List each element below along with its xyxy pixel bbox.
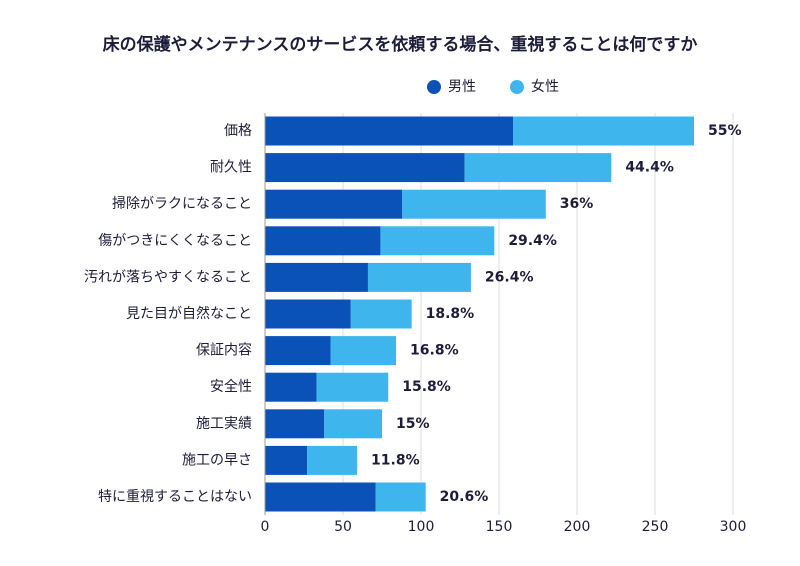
legend-label: 女性 — [531, 78, 559, 95]
y-tick-label: 安全性 — [210, 378, 252, 395]
total-label: 11.8% — [371, 452, 420, 468]
y-tick-label: 価格 — [224, 123, 252, 139]
bar-segment — [265, 189, 403, 219]
total-label: 29.4% — [508, 233, 557, 249]
bar-segment — [265, 226, 381, 256]
chart-title: 床の保護やメンテナンスのサービスを依頼する場合、重視することは何ですか — [103, 34, 698, 55]
total-label: 55% — [708, 123, 742, 139]
bar-segment — [265, 409, 325, 439]
x-tick-label: 50 — [334, 519, 352, 535]
bar-segment — [464, 153, 612, 183]
bar-segment — [324, 409, 382, 439]
y-tick-label: 施工の早さ — [182, 452, 252, 468]
total-label: 36% — [560, 196, 594, 212]
x-tick-label: 0 — [261, 519, 270, 535]
legend-marker — [510, 80, 524, 94]
x-tick-label: 200 — [564, 519, 591, 535]
y-tick-label: 掃除がラクになること — [112, 195, 252, 212]
total-label: 15.8% — [402, 379, 451, 395]
bar-segment — [265, 153, 465, 183]
y-tick-label: 見た目が自然なこと — [126, 305, 252, 322]
bar-segment — [265, 482, 376, 512]
x-tick-label: 250 — [642, 519, 669, 535]
bar-segment — [265, 116, 514, 146]
total-label: 26.4% — [485, 269, 534, 285]
total-label: 44.4% — [625, 160, 674, 176]
x-tick-label: 300 — [720, 519, 747, 535]
y-tick-label: 汚れが落ちやすくなること — [84, 269, 252, 285]
legend-marker — [427, 80, 441, 94]
bar-segment — [265, 299, 351, 329]
bar-segment — [375, 482, 426, 512]
y-tick-label: 特に重視することはない — [98, 489, 252, 505]
total-label: 18.8% — [426, 306, 475, 322]
bar-segment — [330, 336, 397, 366]
y-tick-label: 傷がつきにくくなること — [98, 233, 252, 249]
bar-segment — [402, 189, 546, 219]
bar-segment — [265, 336, 331, 366]
bar-segment — [367, 262, 471, 292]
total-label: 16.8% — [410, 343, 459, 359]
x-tick-label: 150 — [486, 519, 513, 535]
bar-segment — [316, 372, 389, 402]
total-label: 15% — [396, 416, 430, 432]
y-tick-label: 耐久性 — [210, 160, 252, 176]
bar-segment — [265, 262, 368, 292]
bar-segment — [265, 372, 317, 402]
bar-segment — [513, 116, 694, 146]
bar-segment — [350, 299, 412, 329]
bar-segment — [307, 445, 358, 475]
bar-segment — [380, 226, 495, 256]
total-label: 20.6% — [440, 489, 489, 505]
y-tick-label: 施工実績 — [196, 416, 252, 432]
legend-label: 男性 — [448, 79, 476, 95]
x-tick-label: 100 — [408, 519, 435, 535]
bar-segment — [265, 445, 308, 475]
y-tick-label: 保証内容 — [196, 342, 252, 359]
